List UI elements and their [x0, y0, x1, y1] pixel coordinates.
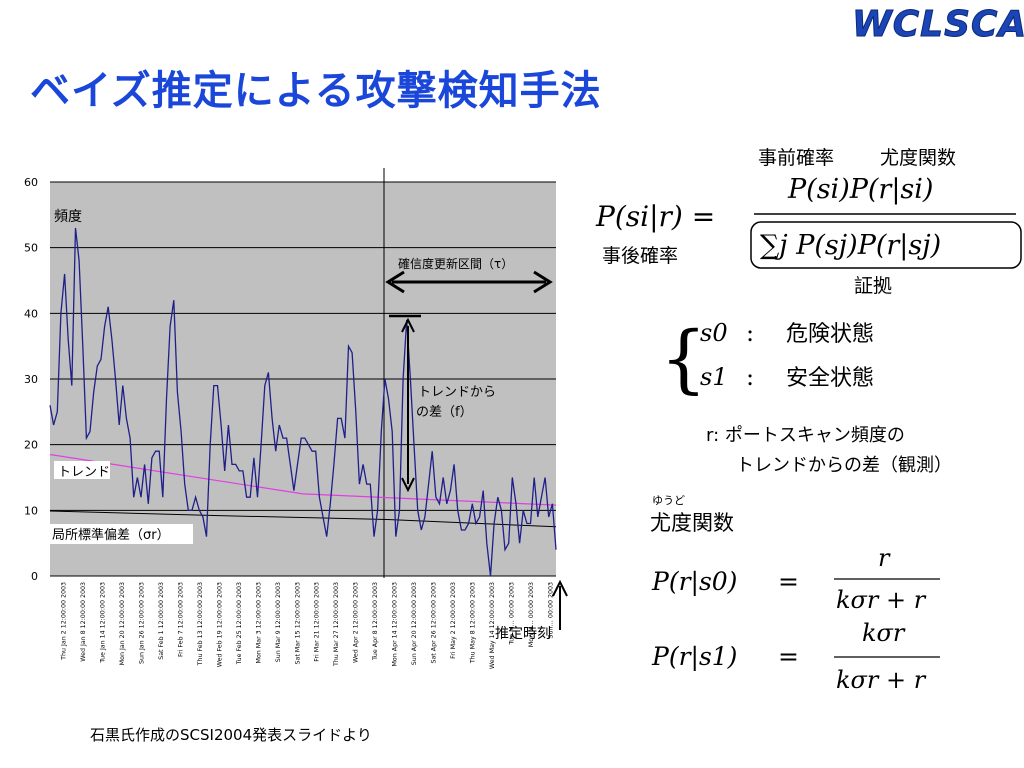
- y-tick-label: 40: [24, 307, 38, 320]
- x-tick-label: Mon Apr 14 12:00:00 2003: [392, 582, 399, 667]
- bayes-numerator: P(si)P(r|si): [787, 174, 933, 205]
- prior-label: 事前確率: [758, 147, 834, 169]
- x-tick-label: Tue Feb 25 12:00:00 2003: [236, 582, 243, 665]
- x-tick-label: Mon Jan 20 12:00:00 2003: [119, 582, 126, 665]
- evidence-label: 証拠: [854, 275, 892, 297]
- x-tick-label: Tue Apr 8 12:00:00 2003: [372, 582, 379, 661]
- x-tick-label: Thu Mar 27 12:00:00 2003: [333, 582, 340, 667]
- logo: WCLSCAN: [851, 4, 1024, 46]
- bayes-lhs: P(si|r) =: [595, 200, 715, 233]
- evidence-box: [750, 221, 1022, 269]
- interval-arrow-right-head: [533, 270, 553, 294]
- x-tick-label: Sat Feb 1 12:00:00 2003: [158, 582, 165, 660]
- x-tick-label: Wed Feb 19 12:00:00 2003: [216, 582, 223, 667]
- grid-lines: [50, 181, 556, 577]
- interval-arrow-left-head: [385, 270, 405, 294]
- likelihood-label: 尤度関数: [880, 147, 956, 169]
- x-tick-label: Mon M… 00:00 2003: [528, 582, 535, 647]
- y-tick-label: 30: [24, 373, 38, 386]
- series-frequency-line: [49, 227, 557, 577]
- lik0-lhs: P(r|s0): [651, 567, 737, 597]
- x-tick-label: Fri May 2 12:00:00 2003: [450, 582, 457, 659]
- lik1-lhs: P(r|s1): [651, 642, 737, 672]
- x-tick-label: Wed Jan 8 12:00:00 2003: [80, 582, 87, 662]
- state-s1-meaning: 安全状態: [786, 366, 874, 391]
- state-s0-sep: :: [746, 319, 754, 347]
- diff-label-line1: トレンドから: [418, 385, 496, 400]
- likelihood-ruby: ゆうど: [652, 494, 685, 507]
- lik0-eq: =: [778, 567, 799, 596]
- x-tick-label: Wed Apr 2 12:00:00 2003: [353, 582, 360, 663]
- diff-label-line2: の差（f）: [416, 405, 473, 420]
- lik1-num: kσr: [862, 619, 906, 647]
- series-std-line: [49, 510, 557, 528]
- state-s1-symbol: s1: [700, 363, 728, 391]
- state-s0-symbol: s0: [700, 319, 728, 347]
- y-tick-label: 60: [24, 176, 38, 189]
- y-tick-label: 0: [31, 570, 38, 583]
- x-tick-label: Tue Jan 14 12:00:00 2003: [100, 582, 107, 664]
- posterior-label: 事後確率: [602, 245, 678, 267]
- x-tick-label: Sun Apr 20 12:00:00 2003: [411, 582, 418, 665]
- x-tick-label: Fri Mar 21 12:00:00 2003: [314, 582, 321, 662]
- likelihood-heading: 尤度関数: [650, 511, 734, 535]
- y-tick-label: 10: [24, 504, 38, 517]
- x-tick-label: Thu Feb 13 12:00:00 2003: [197, 582, 204, 666]
- y-tick-label: 20: [24, 439, 38, 452]
- lik0-den: kσr + r: [836, 586, 927, 614]
- r-description-line2: トレンドからの差（観測）: [736, 455, 952, 476]
- x-tick-label: Thu Jan 2 12:00:00 2003: [61, 582, 68, 661]
- x-tick-label: Sun Jan 26 12:00:00 2003: [139, 582, 146, 664]
- trend-label-bg: [54, 461, 110, 479]
- diff-arrow-bottom-head: [401, 477, 415, 493]
- x-tick-label: Sat Apr 26 12:00:00 2003: [431, 582, 438, 664]
- std-label-bg: [49, 524, 193, 544]
- lik1-eq: =: [778, 642, 799, 671]
- x-tick-label: Tue M… 00:00 2003: [508, 582, 515, 646]
- x-tick-label: Sat Mar 15 12:00:00 2003: [294, 582, 301, 665]
- y-tick-label: 50: [24, 242, 38, 255]
- frequency-label: 頻度: [54, 209, 82, 225]
- x-tick-label: Thu May 8 12:00:00 2003: [469, 582, 476, 664]
- brace: {: [660, 316, 707, 402]
- y-axis-ticks: 0 10 20 30 40 50 60: [24, 176, 38, 583]
- x-tick-label: Sun Mar 9 12:00:00 2003: [275, 582, 282, 662]
- bayes-denominator: ∑j P(sj)P(r|sj): [760, 230, 941, 261]
- diff-arrow-top-head: [401, 317, 415, 333]
- state-s0-meaning: 危険状態: [786, 322, 874, 347]
- lik0-num: r: [878, 544, 891, 572]
- state-s1-sep: :: [746, 363, 754, 391]
- slide-title: ベイズ推定による攻撃検知手法: [30, 68, 602, 114]
- x-axis-ticks: Thu Jan 2 12:00:00 2003 Wed Jan 8 12:00:0…: [61, 582, 555, 669]
- x-tick-label: Fri Feb 7 12:00:00 2003: [178, 582, 185, 657]
- x-tick-label: Wed May 14 12:00:00 2003: [489, 582, 496, 669]
- series-trend-line: [49, 453, 557, 506]
- x-tick-label: Mon Mar 3 12:00:00 2003: [255, 582, 262, 663]
- interval-label: 確信度更新区間（τ）: [398, 256, 513, 271]
- x-tick-label: Sun… 00:00 2003: [547, 582, 554, 638]
- lik1-den: kσr + r: [836, 666, 927, 694]
- trend-label: トレンド: [58, 465, 110, 480]
- estimate-time-label: 推定時刻: [495, 626, 551, 642]
- r-description-line1: r: ポートスキャン頻度の: [706, 425, 905, 446]
- std-label: 局所標準偏差（σr）: [52, 527, 170, 543]
- estimate-time-arrow-head: [552, 579, 568, 597]
- footer-source: 石黒氏作成のSCSI2004発表スライドより: [90, 726, 372, 744]
